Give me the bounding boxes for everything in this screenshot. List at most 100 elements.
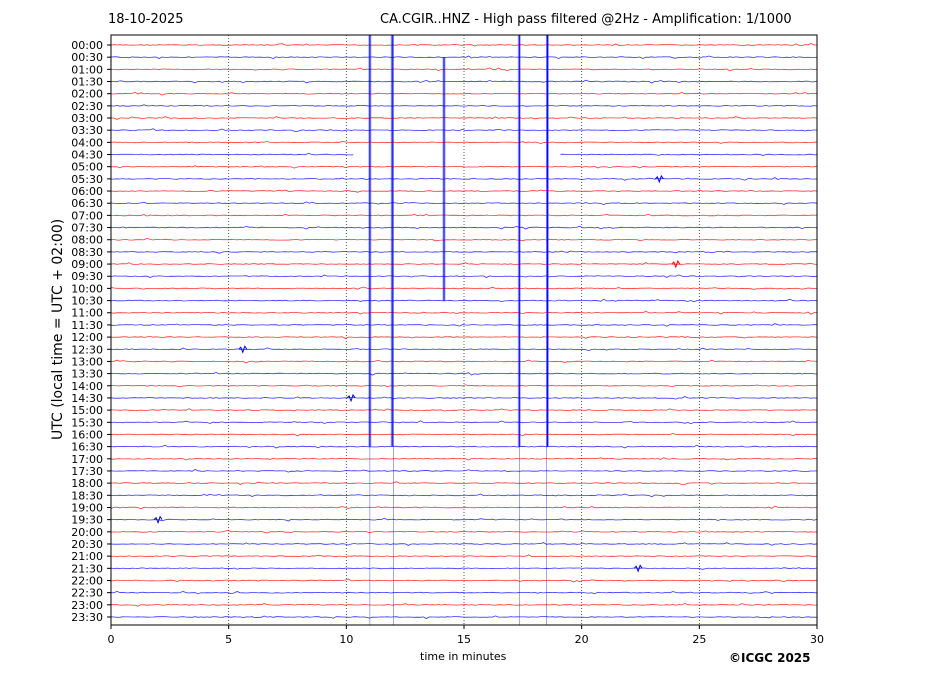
trace-13:00 — [110, 359, 818, 364]
y-tick-label: 13:30 — [71, 368, 103, 381]
y-tick-label: 13:00 — [71, 355, 103, 368]
event-mark — [238, 345, 248, 354]
trace-15:00 — [110, 408, 818, 412]
plot-frame — [110, 34, 818, 626]
trace-16:30 — [110, 444, 818, 449]
trace-18:00 — [110, 481, 818, 485]
trace-10:00 — [110, 286, 818, 290]
event-mark — [654, 174, 664, 184]
trace-11:00 — [110, 310, 818, 315]
y-tick-label: 03:00 — [71, 112, 103, 125]
trace-03:00 — [110, 116, 818, 120]
event-mark — [633, 564, 643, 573]
trace-08:30 — [110, 250, 818, 254]
x-tick-label: 10 — [339, 633, 353, 646]
y-tick-label: 12:00 — [71, 331, 103, 344]
x-tick-label: 15 — [457, 633, 471, 646]
trace-07:30 — [110, 225, 818, 230]
y-tick-label: 11:00 — [71, 307, 103, 320]
x-axis-label: time in minutes — [420, 650, 507, 663]
trace-04:30 — [110, 152, 354, 156]
y-tick-label: 04:00 — [71, 136, 103, 149]
date-label: 18-10-2025 — [108, 12, 184, 27]
y-tick-label: 14:00 — [71, 380, 103, 393]
y-tick-label: 17:30 — [71, 465, 103, 478]
trace-06:30 — [110, 201, 818, 206]
trace-05:30 — [111, 177, 818, 181]
y-tick-label: 01:30 — [71, 76, 103, 89]
y-tick-label: 22:30 — [71, 587, 103, 600]
y-tick-label: 23:00 — [71, 599, 103, 612]
y-tick-label: 06:30 — [71, 197, 103, 210]
y-tick-label: 03:30 — [71, 124, 103, 137]
trace-12:00 — [110, 335, 818, 339]
x-tick-label: 5 — [225, 633, 232, 646]
trace-23:30 — [110, 615, 818, 619]
y-tick-label: 15:30 — [71, 416, 103, 429]
trace-09:30 — [110, 274, 818, 278]
trace-12:30 — [110, 347, 818, 352]
y-tick-label: 10:30 — [71, 295, 103, 308]
y-tick-label: 21:00 — [71, 550, 103, 563]
trace-02:00 — [110, 91, 818, 96]
trace-21:00 — [110, 554, 818, 558]
trace-02:30 — [110, 104, 818, 107]
trace-20:30 — [110, 542, 818, 546]
x-tick-label: 0 — [108, 633, 115, 646]
y-tick-label: 18:30 — [71, 489, 103, 502]
trace-00:30 — [110, 55, 817, 60]
trace-14:00 — [110, 384, 818, 388]
y-tick-label: 00:00 — [71, 39, 103, 52]
y-tick-label: 09:00 — [71, 258, 103, 271]
trace-17:00 — [111, 457, 818, 461]
trace-23:00 — [110, 602, 818, 607]
trace-04:00 — [110, 140, 818, 145]
trace-06:00 — [110, 189, 818, 193]
trace-20:00 — [110, 530, 818, 534]
x-tick-label: 25 — [692, 633, 706, 646]
trace-17:30 — [110, 469, 818, 473]
trace-03:30 — [110, 128, 818, 132]
y-tick-label: 12:30 — [71, 343, 103, 356]
y-tick-label: 22:00 — [71, 574, 103, 587]
y-tick-label: 07:30 — [71, 222, 103, 235]
copyright: ©ICGC 2025 — [729, 651, 811, 665]
y-tick-label: 20:30 — [71, 538, 103, 551]
trace-01:00 — [110, 67, 818, 72]
y-tick-label: 21:30 — [71, 562, 103, 575]
y-tick-label: 05:30 — [71, 173, 103, 186]
event-mark — [153, 515, 163, 525]
trace-04:30 — [560, 153, 818, 156]
event-mark — [671, 259, 681, 269]
x-tick-label: 20 — [575, 633, 589, 646]
y-tick-label: 15:00 — [71, 404, 103, 417]
y-tick-label: 10:00 — [71, 282, 103, 295]
chart-title: CA.CGIR..HNZ - High pass filtered @2Hz -… — [380, 12, 792, 27]
trace-18:30 — [110, 493, 818, 498]
trace-13:30 — [110, 371, 817, 376]
y-tick-label: 07:00 — [71, 209, 103, 222]
y-tick-label: 19:30 — [71, 514, 103, 527]
y-tick-label: 09:30 — [71, 270, 103, 283]
trace-08:00 — [110, 237, 818, 242]
trace-01:30 — [110, 79, 818, 84]
trace-22:00 — [110, 578, 818, 583]
y-tick-label: 18:00 — [71, 477, 103, 490]
y-tick-label: 19:00 — [71, 501, 103, 514]
y-tick-label: 16:30 — [71, 441, 103, 454]
trace-16:00 — [110, 432, 818, 437]
y-tick-label: 16:00 — [71, 428, 103, 441]
y-tick-label: 02:30 — [71, 100, 103, 113]
event-mark — [346, 393, 356, 403]
trace-22:30 — [110, 590, 818, 595]
x-tick-label: 30 — [810, 633, 824, 646]
trace-05:00 — [111, 165, 818, 169]
y-tick-label: 01:00 — [71, 63, 103, 76]
trace-10:30 — [110, 298, 818, 303]
trace-14:30 — [110, 396, 818, 400]
trace-11:30 — [111, 323, 818, 327]
y-tick-label: 08:00 — [71, 234, 103, 247]
y-tick-label: 00:30 — [71, 51, 103, 64]
y-tick-label: 02:00 — [71, 88, 103, 101]
